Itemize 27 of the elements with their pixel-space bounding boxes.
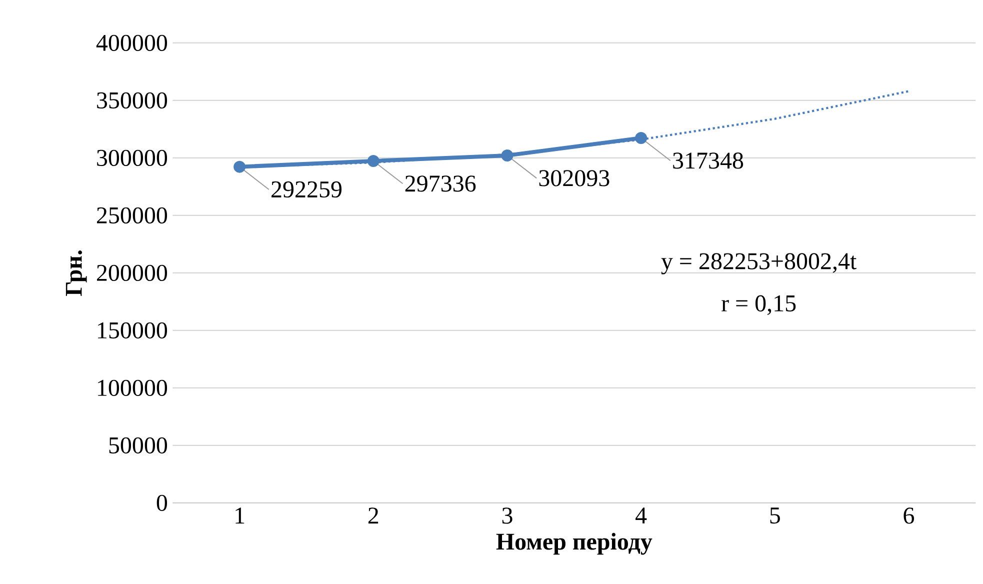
data-label: 292259 — [272, 181, 342, 198]
point — [501, 150, 514, 162]
x-tick-label: 1 — [236, 508, 244, 524]
y-tick-label: 200000 — [96, 264, 168, 282]
point — [234, 160, 246, 173]
y-tick-label: 350000 — [97, 92, 168, 109]
y-tick-label: 150000 — [98, 322, 168, 339]
y-tick-label: 0 — [156, 494, 168, 512]
point — [635, 132, 648, 144]
data-label: 317348 — [673, 152, 744, 169]
y-tick-label: 50000 — [109, 437, 168, 454]
x-tick-label: 2 — [368, 508, 378, 524]
x-tick-label: 5 — [770, 508, 780, 524]
y-tick-label: 250000 — [96, 207, 168, 224]
y-tick-label: 400000 — [96, 34, 168, 52]
x-axis-title: Номер періоду — [496, 532, 652, 555]
annotation: r = 0,15 — [722, 295, 796, 315]
y-tick-label: 300000 — [97, 150, 168, 166]
data-label: 297336 — [405, 176, 476, 192]
annotation: y = 282253+8002,4t — [661, 253, 857, 274]
y-tick-label: 100000 — [98, 380, 168, 396]
y-axis-title: Грн. — [66, 250, 87, 296]
data-label: 302093 — [539, 170, 610, 186]
point — [367, 154, 380, 167]
x-tick-label: 3 — [502, 508, 512, 524]
x-tick-label: 6 — [904, 508, 914, 524]
x-tick-label: 4 — [636, 508, 647, 524]
